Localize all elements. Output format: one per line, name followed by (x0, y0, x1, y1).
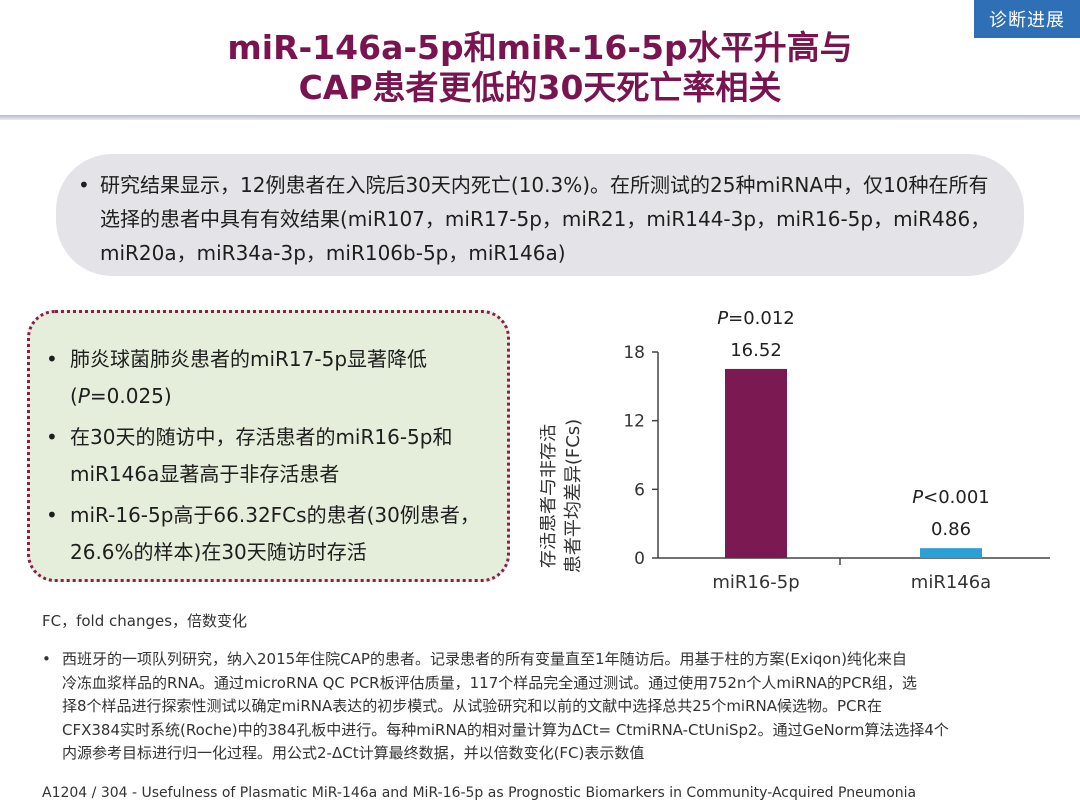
finding-item-1: • 肺炎球菌肺炎患者的miR17-5p显著降低 (P=0.025) (46, 341, 489, 415)
citation: A1204 / 304 - Usefulness of Plasmatic Mi… (42, 785, 917, 801)
footnote: FC，fold changes，倍数变化 (42, 612, 248, 630)
bullet-icon: • (46, 503, 58, 527)
description-line-2: 冷冻血浆样品的RNA。通过microRNA QC PCR板评估质量，117个样品… (62, 673, 918, 692)
results-summary-box: • 研究结果显示，12例患者在入院后30天内死亡(10.3%)。在所测试的25种m… (56, 154, 1024, 276)
finding-item-3: • miR-16-5p高于66.32FCs的患者(30例患者，26.6%的样本)在… (46, 497, 489, 571)
description-line-1-text: 西班牙的一项队列研究，纳入2015年住院CAP的患者。记录患者的所有变量直至1年… (62, 650, 907, 668)
p-symbol-miR146a: P (912, 487, 923, 508)
key-findings-box: • 肺炎球菌肺炎患者的miR17-5p显著降低 (P=0.025) • 在30天的随访… (27, 310, 510, 582)
finding-1-open-paren: ( (70, 384, 78, 408)
bullet-icon: • (78, 173, 90, 197)
finding-1-text: 肺炎球菌肺炎患者的miR17-5p显著降低 (70, 347, 428, 371)
p-value-miR16-5p: =0.012 (728, 308, 795, 329)
description-line-4: CFX384实时系统(Roche)中的384孔板中进行。每种miRNA的相对量计… (62, 720, 949, 739)
value-label-miR16-5p: 16.52 (730, 340, 782, 361)
bullet-icon: • (42, 650, 51, 668)
finding-item-2: • 在30天的随访中，存活患者的miR16-5p和miR146a显著高于非存活患者 (46, 419, 489, 493)
p-label-miR146a: P<0.001 (912, 487, 989, 508)
x-category-label-miR146a: miR146a (911, 572, 991, 593)
y-tick-label-0: 0 (634, 549, 645, 569)
y-tick-label-3: 18 (623, 343, 645, 363)
bullet-icon: • (46, 425, 58, 449)
summary-content: 研究结果显示，12例患者在入院后30天内死亡(10.3%)。在所测试的25种mi… (100, 173, 991, 265)
y-axis-label-line-1: 存活患者与非存活 (540, 424, 559, 568)
finding-1-pvalue: =0.025) (89, 384, 172, 408)
p-symbol-miR16-5p: P (717, 308, 728, 329)
section-tag: 诊断进展 (974, 0, 1080, 38)
y-axis-label-line-2: 患者平均差异(FCs) (563, 419, 584, 573)
p-value-miR146a: <0.001 (923, 487, 990, 508)
description-line-1: • 西班牙的一项队列研究，纳入2015年住院CAP的患者。记录患者的所有变量直至1… (42, 648, 1062, 672)
bar-miR146a (920, 548, 982, 558)
bar-miR16-5p (725, 368, 787, 558)
description-line-3: 择8个样品进行探索性测试以确定miRNA表达的初步模式。从试验研究和以前的文献中… (62, 697, 882, 715)
bullet-icon: • (46, 347, 58, 371)
description-line-5: 内源参考目标进行归一化过程。用公式2-ΔCt计算最终数据，并以倍数变化(FC)表… (62, 744, 645, 762)
finding-3-text: miR-16-5p高于66.32FCs的患者(30例患者，26.6%的样本)在3… (70, 503, 480, 564)
y-tick-label-2: 12 (623, 412, 645, 432)
study-description: • 西班牙的一项队列研究，纳入2015年住院CAP的患者。记录患者的所有变量直至1… (42, 648, 1062, 766)
y-ticks: 0 6 12 18 (623, 343, 658, 569)
title-line-2: CAP患者更低的30天死亡率相关 (298, 68, 782, 107)
summary-text: • 研究结果显示，12例患者在入院后30天内死亡(10.3%)。在所测试的25种m… (78, 168, 994, 270)
finding-2-text: 在30天的随访中，存活患者的miR16-5p和miR146a显著高于非存活患者 (70, 425, 453, 486)
value-label-miR146a: 0.86 (931, 519, 971, 540)
bars-group (725, 368, 982, 558)
title-divider (0, 115, 1080, 120)
slide-title: miR-146a-5p和miR-16-5p水平升高与 CAP患者更低的30天死亡… (0, 28, 1080, 108)
title-line-1: miR-146a-5p和miR-16-5p水平升高与 (227, 28, 853, 67)
y-tick-label-1: 6 (634, 480, 645, 500)
p-label-miR16-5p: P=0.012 (717, 308, 794, 329)
finding-1-p-symbol: P (77, 384, 90, 408)
x-category-label-miR16-5p: miR16-5p (712, 572, 799, 593)
